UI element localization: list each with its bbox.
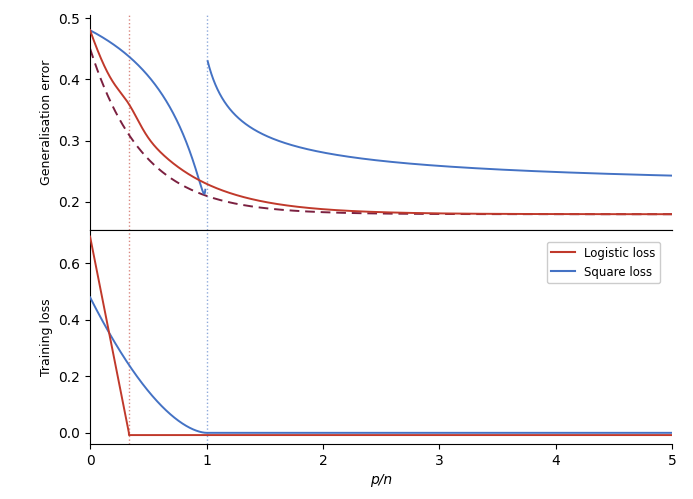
Y-axis label: Training loss: Training loss <box>40 298 53 376</box>
Legend: Logistic loss, Square loss: Logistic loss, Square loss <box>547 242 660 283</box>
Y-axis label: Generalisation error: Generalisation error <box>40 59 53 185</box>
X-axis label: p/n: p/n <box>370 474 392 488</box>
